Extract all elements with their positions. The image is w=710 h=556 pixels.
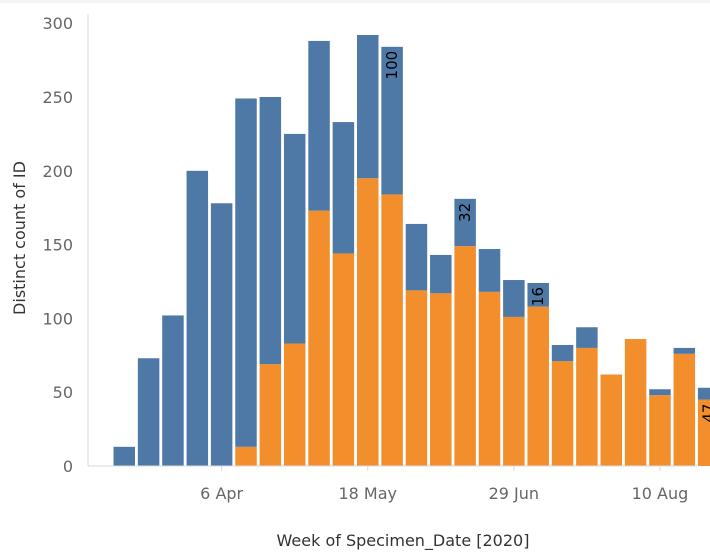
x-tick-label: 18 May	[338, 484, 397, 503]
bar-segment-blue[interactable]	[576, 327, 598, 348]
bar-segment-blue[interactable]	[527, 282, 549, 307]
bar-segment-orange[interactable]	[624, 339, 647, 466]
bar-segment-blue[interactable]	[308, 40, 330, 211]
x-tick-label: 29 Jun	[489, 484, 539, 503]
bar-segment-blue[interactable]	[210, 203, 233, 466]
bar-segment-orange[interactable]	[697, 399, 710, 466]
bar-segment-blue[interactable]	[405, 223, 428, 291]
top-divider	[0, 0, 710, 3]
x-tick-label: 6 Apr	[200, 484, 243, 503]
bar-segment-blue[interactable]	[235, 98, 257, 447]
bar-segment-blue[interactable]	[137, 358, 160, 466]
bar-segment-orange[interactable]	[430, 293, 452, 466]
bar-segment-blue[interactable]	[649, 389, 671, 396]
bar-segment-orange[interactable]	[332, 253, 355, 466]
bar-segment-blue[interactable]	[454, 198, 476, 247]
y-tick-label: 100	[42, 309, 73, 328]
bar-segment-blue[interactable]	[259, 97, 282, 365]
data-label: 47	[700, 404, 710, 423]
bar-segment-blue[interactable]	[113, 446, 136, 466]
bar-segment-orange[interactable]	[673, 353, 696, 466]
bar-segment-orange[interactable]	[308, 210, 330, 466]
y-tick-label: 0	[63, 457, 73, 476]
bar-segment-orange[interactable]	[405, 290, 428, 466]
bar-segment-blue[interactable]	[503, 280, 525, 317]
bar-segment-blue[interactable]	[357, 35, 379, 179]
bar-segment-blue[interactable]	[478, 249, 501, 292]
x-axis-title: Week of Specimen_Date [2020]	[277, 531, 530, 551]
bar-segment-orange[interactable]	[503, 316, 525, 466]
y-axis-title: Distinct count of ID	[10, 161, 29, 315]
data-label: 16	[529, 287, 547, 306]
y-tick-label: 300	[42, 14, 73, 33]
bar-segment-orange[interactable]	[381, 194, 403, 466]
y-tick-label: 250	[42, 88, 73, 107]
bar-segment-orange[interactable]	[259, 364, 282, 466]
bar-segment-orange[interactable]	[357, 178, 379, 466]
x-tick-label: 10 Aug	[632, 484, 689, 503]
data-label: 100	[383, 51, 401, 80]
bar-segment-orange[interactable]	[576, 347, 598, 466]
bar-segment-blue[interactable]	[430, 254, 452, 294]
bar-segment-blue[interactable]	[332, 122, 355, 254]
y-tick-label: 200	[42, 162, 73, 181]
bar-segment-orange[interactable]	[283, 343, 306, 466]
bar-segment-orange[interactable]	[551, 361, 574, 466]
bar-segment-orange[interactable]	[235, 446, 257, 466]
bar-segment-blue[interactable]	[162, 315, 184, 466]
bar-segment-orange[interactable]	[478, 291, 501, 466]
bar-segment-orange[interactable]	[600, 374, 623, 466]
y-tick-label: 150	[42, 236, 73, 255]
bar-segment-orange[interactable]	[649, 395, 671, 466]
y-tick-label: 50	[53, 383, 73, 402]
bar-segment-blue[interactable]	[186, 170, 209, 467]
bar-segment-blue[interactable]	[551, 344, 574, 362]
bar-segment-orange[interactable]	[454, 246, 476, 466]
bar-segment-blue[interactable]	[697, 387, 710, 400]
data-label: 32	[456, 203, 474, 222]
bar-segment-blue[interactable]	[381, 46, 403, 195]
bar-segment-blue[interactable]	[283, 133, 306, 344]
bar-segment-blue[interactable]	[673, 347, 696, 354]
bar-segment-orange[interactable]	[527, 306, 549, 466]
